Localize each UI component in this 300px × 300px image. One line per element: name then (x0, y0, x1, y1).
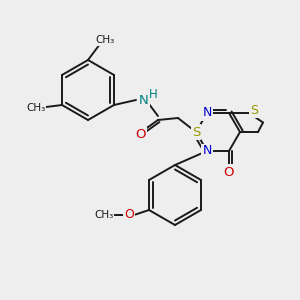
Text: CH₃: CH₃ (26, 103, 46, 113)
Text: O: O (136, 128, 146, 142)
Text: S: S (250, 103, 258, 116)
Text: O: O (124, 208, 134, 221)
Text: N: N (202, 106, 212, 119)
Text: O: O (224, 166, 234, 178)
Text: CH₃: CH₃ (94, 210, 114, 220)
Text: H: H (148, 88, 158, 101)
Text: N: N (202, 145, 212, 158)
Text: N: N (139, 94, 149, 106)
Text: S: S (192, 125, 200, 139)
Text: CH₃: CH₃ (95, 35, 115, 45)
